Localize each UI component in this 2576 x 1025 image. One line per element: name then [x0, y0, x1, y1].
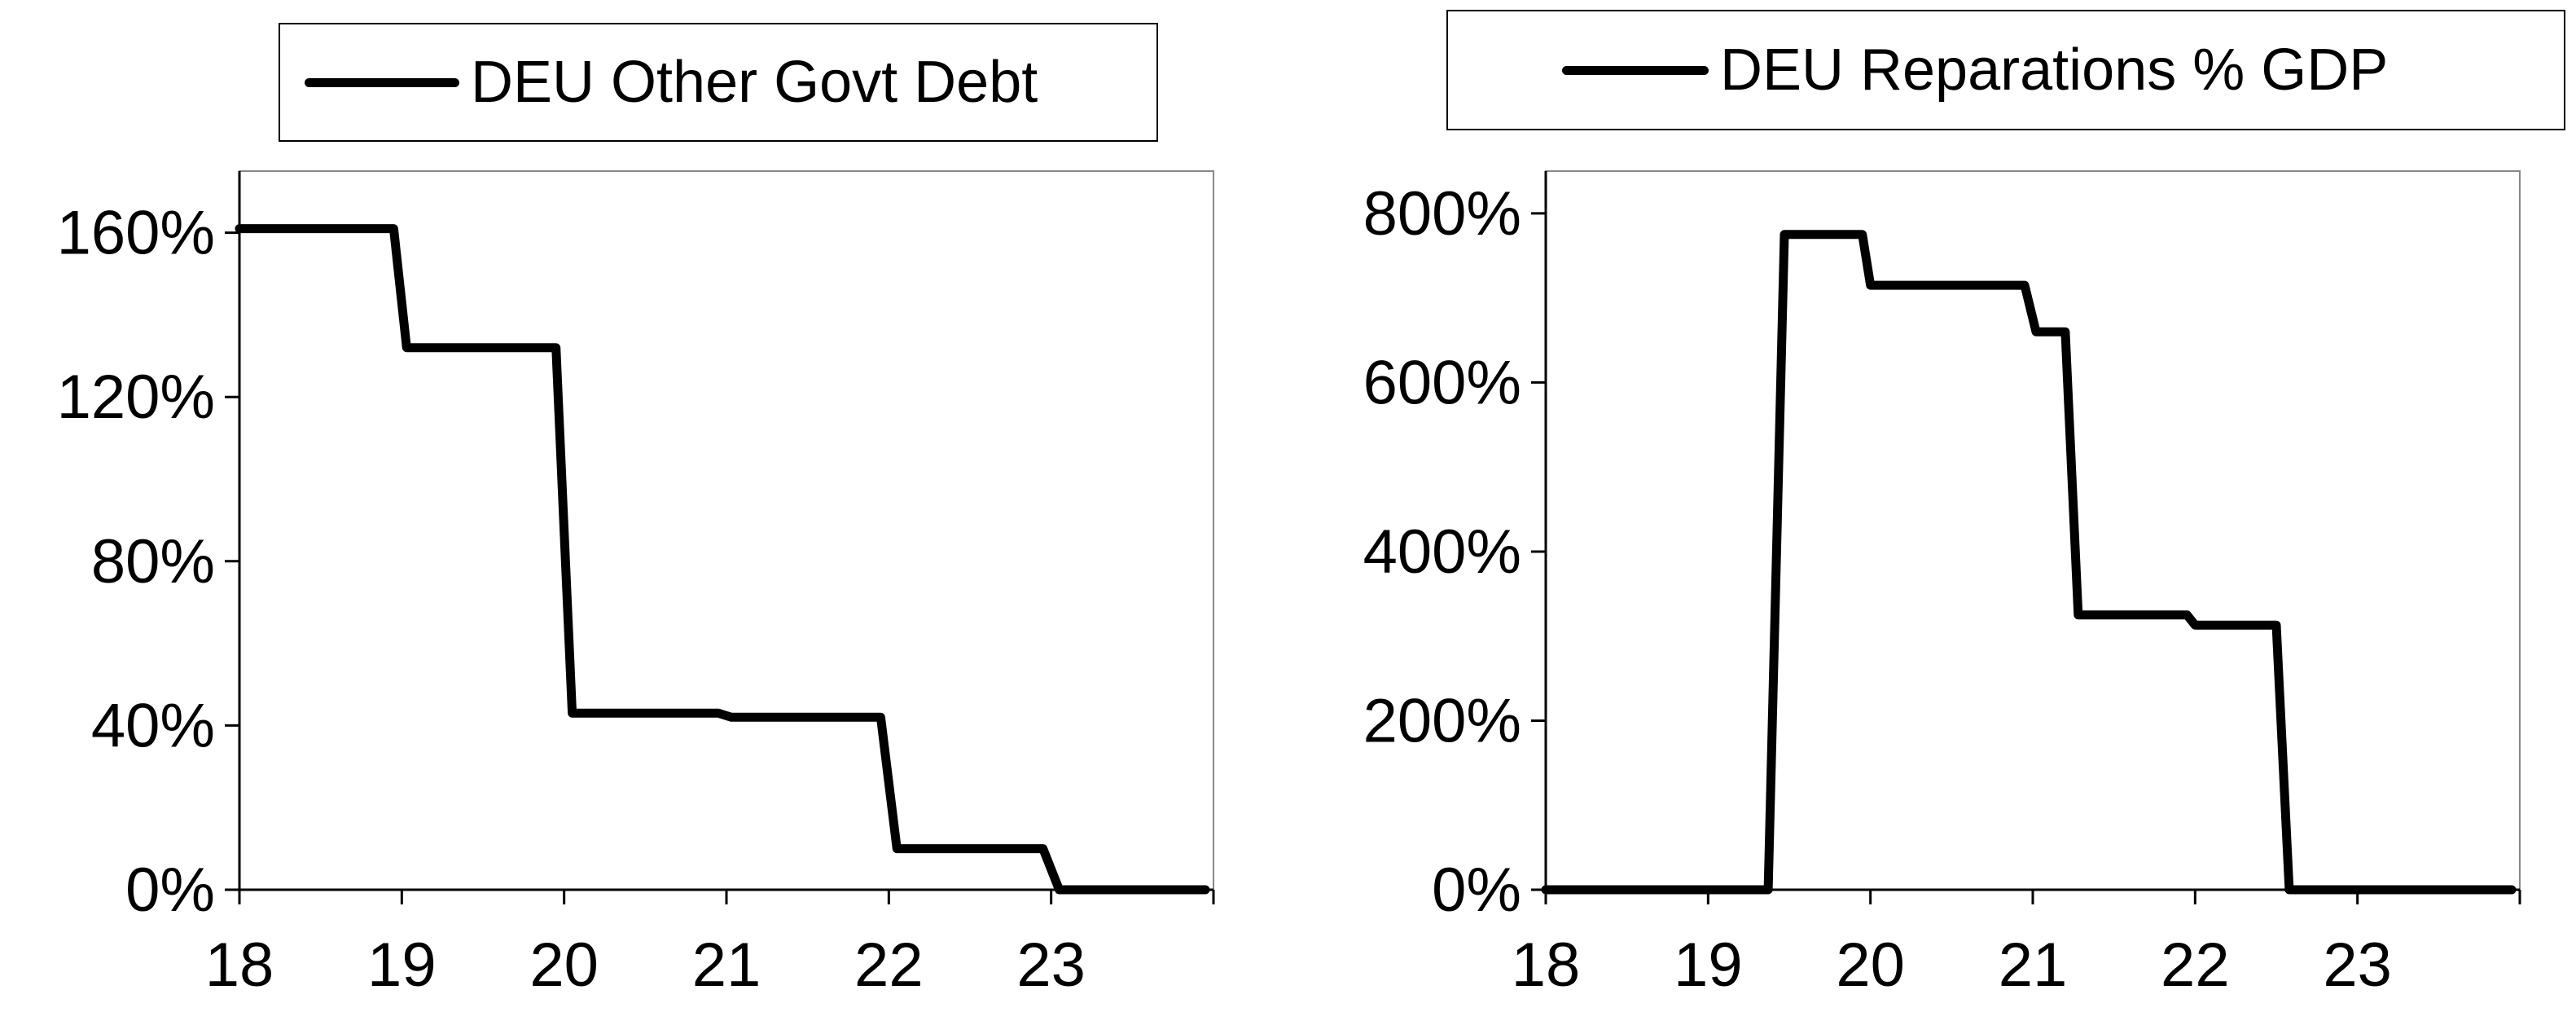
x-tick-label: 22 [2161, 930, 2230, 1000]
x-tick-label: 23 [1016, 930, 1086, 1000]
x-tick-label: 19 [367, 930, 437, 1000]
series-line [235, 224, 1210, 895]
y-tick-label: 200% [1363, 686, 1521, 755]
plot-left: 0% 40% 80% 120% 160% 18 19 20 21 22 23 [57, 170, 1215, 1000]
legend-line-swatch [1562, 65, 1709, 75]
y-tick-label: 0% [125, 856, 215, 925]
series-line [1541, 230, 2517, 895]
y-tick-label: 80% [91, 527, 215, 596]
legend-label: DEU Reparations % GDP [1720, 37, 2389, 103]
y-tick-label: 160% [57, 199, 215, 268]
plot-area-border [1545, 170, 2521, 891]
x-tick-label: 23 [2323, 930, 2392, 1000]
y-tick-label: 800% [1363, 179, 1521, 249]
x-tick-label: 21 [1999, 930, 2068, 1000]
x-tick-label: 19 [1674, 930, 1743, 1000]
y-tick-label: 400% [1363, 517, 1521, 587]
legend-line-swatch [305, 77, 459, 87]
x-tick-label: 18 [1512, 930, 1581, 1000]
x-tick-label: 18 [205, 930, 274, 1000]
x-tick-label: 21 [692, 930, 761, 1000]
legend-left: DEU Other Govt Debt [279, 23, 1158, 142]
x-tick-label: 22 [854, 930, 924, 1000]
x-tick-label: 20 [1836, 930, 1905, 1000]
plot-area-border [239, 170, 1214, 891]
y-tick-label: 40% [91, 691, 215, 760]
y-tick-label: 600% [1363, 348, 1521, 417]
chart-right: DEU Reparations % GDP 0% 200% 400% 600% 800%… [1279, 0, 2576, 1025]
legend-right: DEU Reparations % GDP [1446, 10, 2565, 130]
plot-right: 0% 200% 400% 600% 800% 18 19 20 21 22 23 [1363, 170, 2521, 1000]
chart-left: DEU Other Govt Debt 0% 40% 80% 120% 160% 18 19… [0, 0, 1270, 1025]
x-tick-label: 20 [529, 930, 599, 1000]
y-tick-label: 0% [1432, 856, 1521, 925]
legend-label: DEU Other Govt Debt [471, 50, 1038, 115]
y-tick-label: 120% [57, 363, 215, 432]
